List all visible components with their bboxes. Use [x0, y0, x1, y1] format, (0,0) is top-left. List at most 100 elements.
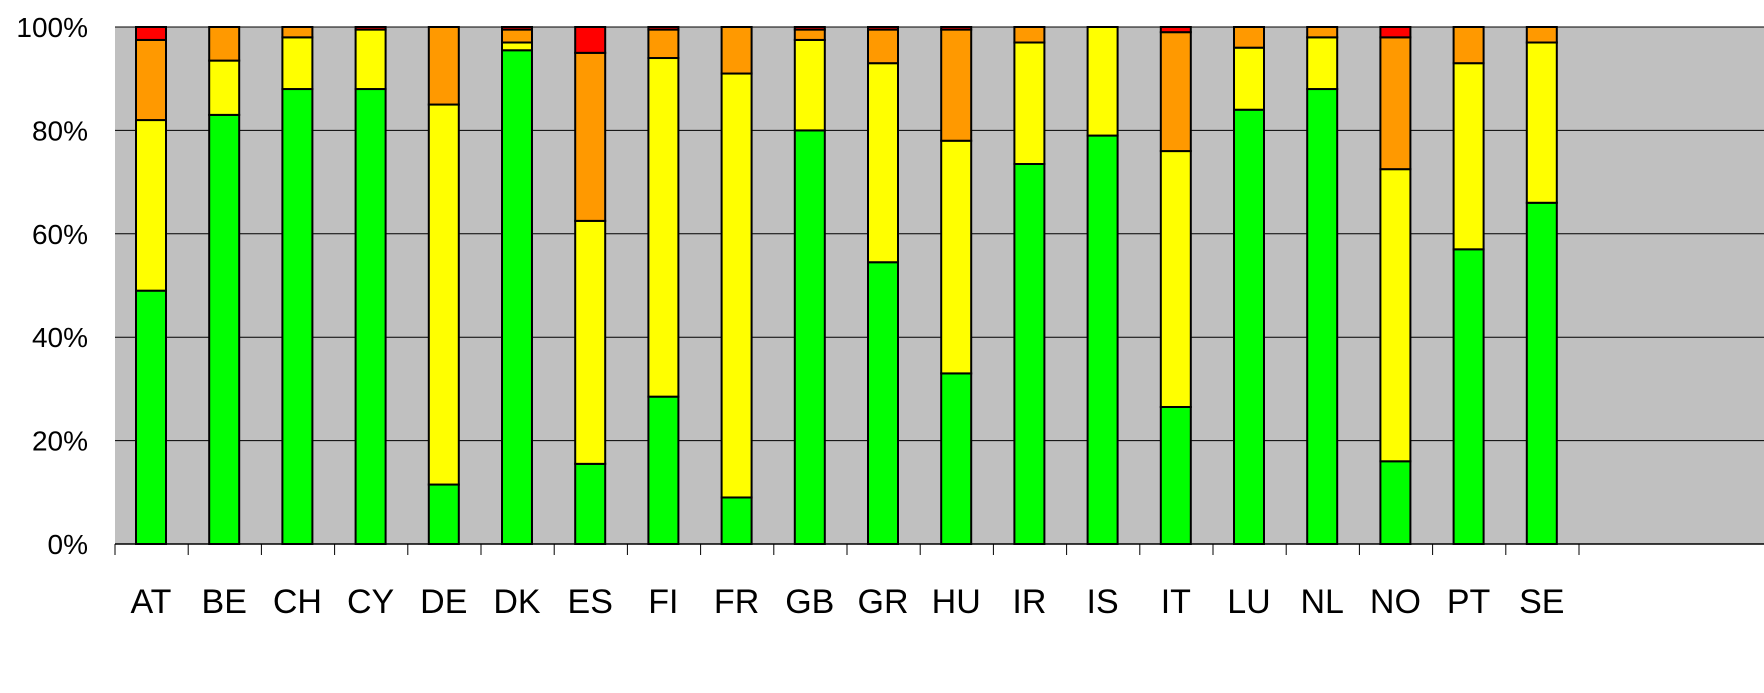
bar-segment-ir-0: [1013, 163, 1046, 545]
bar-segment-nl-1: [1306, 36, 1339, 91]
bar-segment-de-2: [427, 26, 460, 106]
bar-segment-hu-0: [940, 372, 973, 546]
x-tick-label-fi: FI: [648, 583, 678, 621]
plot-area: [115, 27, 1764, 544]
bar-segment-gr-2: [867, 28, 899, 65]
bar-segment-it-3: [1159, 26, 1192, 34]
bar-segment-fi-3: [647, 26, 680, 31]
bar-segment-fi-1: [647, 57, 680, 398]
bar-segment-lu-0: [1233, 108, 1265, 545]
bar-segment-is-1: [1086, 26, 1119, 137]
x-tick-label-gb: GB: [785, 583, 834, 621]
bar-segment-be-2: [208, 26, 241, 62]
bar-segment-fr-0: [720, 496, 753, 545]
x-tick-label-is: IS: [1087, 583, 1119, 621]
bars: [135, 26, 1558, 546]
x-tick-label-no: NO: [1370, 583, 1421, 621]
bar-segment-fi-0: [647, 395, 680, 545]
bar-segment-gb-2: [793, 28, 826, 41]
y-tick-label: 80%: [32, 115, 88, 146]
bar-segment-be-0: [208, 113, 241, 545]
bar-segment-es-1: [574, 219, 607, 465]
x-tick-label-hu: HU: [932, 583, 981, 621]
x-axis-category-labels: AT BE CH CY DE DK ES FI FR GB GR HU IR IS IT LU NL NO PT SE: [131, 583, 1565, 621]
bar-segment-it-1: [1159, 150, 1192, 408]
bar-segment-at-0: [135, 289, 167, 546]
bar-segment-no-2: [1379, 36, 1412, 171]
x-tick-label-de: DE: [420, 583, 467, 621]
bar-segment-cy-3: [354, 26, 387, 31]
bar-segment-no-0: [1379, 460, 1412, 545]
bar-segment-gb-3: [793, 26, 826, 31]
x-tick-label-gr: GR: [858, 583, 909, 621]
bar-segment-nl-0: [1306, 88, 1339, 545]
bar-segment-pt-1: [1452, 62, 1485, 251]
bar-segment-ir-2: [1013, 26, 1046, 44]
x-tick-label-nl: NL: [1300, 583, 1343, 621]
bar-segment-hu-2: [940, 28, 973, 142]
x-axis: [114, 543, 1764, 555]
bar-segment-at-3: [135, 26, 167, 41]
y-axis-tick-labels: 0% 20% 40% 60% 80% 100%: [16, 12, 88, 560]
x-tick-label-ch: CH: [273, 583, 322, 621]
bar-segment-ch-1: [281, 36, 314, 91]
bar-segment-dk-2: [501, 28, 533, 44]
bar-segment-gr-0: [867, 261, 899, 545]
bar-segment-hu-3: [940, 26, 973, 31]
x-tick-label-at: AT: [131, 583, 172, 621]
bar-segment-at-1: [135, 119, 167, 292]
bar-segment-dk-3: [501, 26, 533, 31]
bar-segment-es-2: [574, 51, 607, 222]
bar-segment-gr-3: [867, 26, 899, 31]
bar-segment-it-0: [1159, 405, 1192, 545]
bar-segment-pt-2: [1452, 26, 1485, 65]
bar-segment-dk-0: [501, 49, 533, 545]
x-tick-label-es: ES: [568, 583, 613, 621]
bar-segment-gr-1: [867, 62, 899, 264]
y-tick-label: 100%: [16, 12, 88, 43]
bar-segment-ch-2: [281, 26, 314, 39]
bar-segment-gb-1: [793, 38, 826, 132]
x-tick-label-pt: PT: [1447, 583, 1490, 621]
bar-segment-at-2: [135, 38, 167, 122]
bar-segment-no-1: [1379, 168, 1412, 463]
bar-segment-ch-0: [281, 88, 314, 545]
bar-segment-se-0: [1525, 201, 1558, 545]
bar-segment-is-0: [1086, 134, 1119, 545]
bar-segment-be-1: [208, 59, 241, 116]
bar-segment-nl-2: [1306, 26, 1339, 39]
bar-segment-cy-0: [354, 88, 387, 545]
bar-segment-pt-0: [1452, 248, 1485, 545]
bar-segment-it-2: [1159, 31, 1192, 153]
x-tick-label-se: SE: [1519, 583, 1564, 621]
bar-segment-lu-2: [1233, 26, 1265, 49]
bar-segment-fi-2: [647, 28, 680, 60]
x-tick-label-fr: FR: [714, 583, 759, 621]
x-tick-label-dk: DK: [493, 583, 541, 621]
bar-segment-es-0: [574, 462, 607, 545]
bar-segment-de-0: [427, 483, 460, 546]
bar-segment-fr-2: [720, 26, 753, 75]
bar-segment-se-1: [1525, 41, 1558, 204]
bar-segment-ir-1: [1013, 41, 1046, 166]
gridlines: [115, 26, 1764, 442]
y-tick-label: 40%: [32, 322, 88, 353]
x-tick-label-it: IT: [1161, 583, 1191, 621]
x-tick-label-ir: IR: [1012, 583, 1046, 621]
bar-segment-fr-1: [720, 72, 753, 499]
bar-segment-gb-0: [793, 129, 826, 545]
bar-segment-dk-1: [501, 41, 533, 52]
bar-segment-cy-1: [354, 28, 387, 91]
x-tick-label-cy: CY: [347, 583, 394, 621]
bar-segment-lu-1: [1233, 46, 1265, 111]
bar-segment-es-3: [574, 26, 607, 54]
bar-segment-no-3: [1379, 26, 1412, 39]
y-tick-label: 20%: [32, 426, 88, 457]
bar-segment-hu-1: [940, 139, 973, 375]
y-tick-label: 60%: [32, 219, 88, 250]
bar-segment-se-2: [1525, 26, 1558, 44]
bar-segment-de-1: [427, 103, 460, 486]
x-tick-label-lu: LU: [1227, 583, 1270, 621]
y-tick-label: 0%: [48, 529, 88, 560]
